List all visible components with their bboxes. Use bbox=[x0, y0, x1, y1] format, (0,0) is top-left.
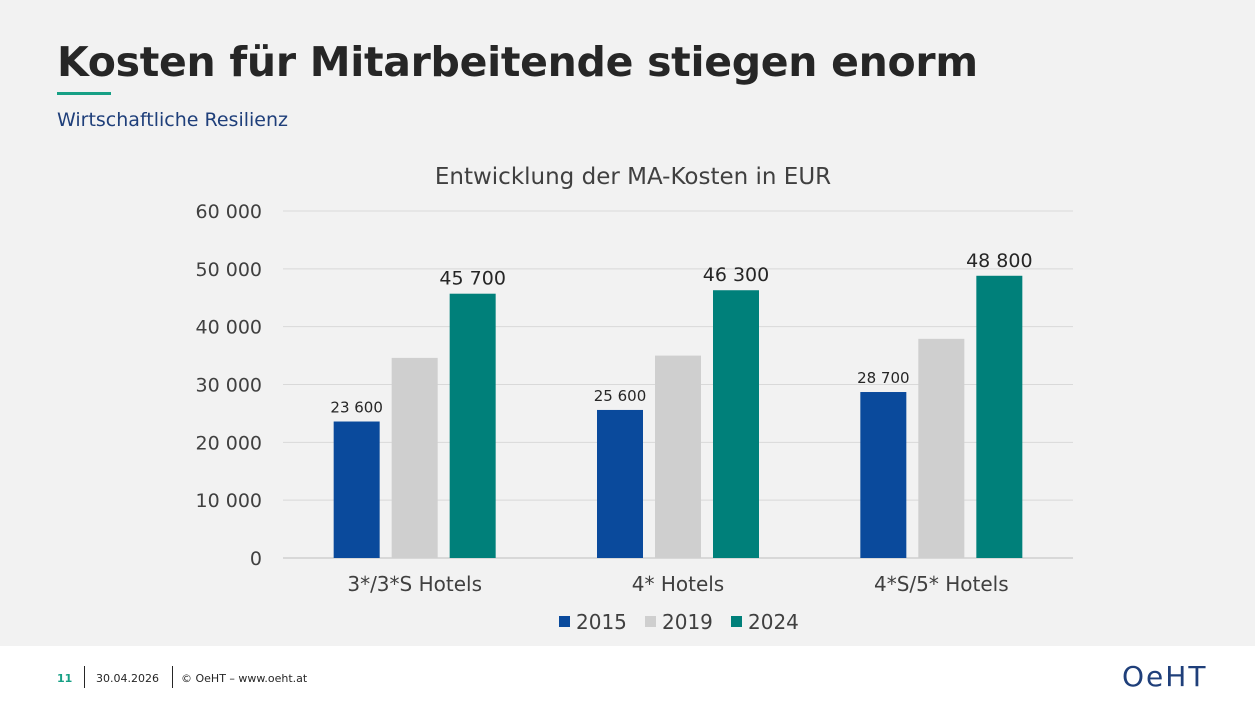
chart-title: Entwicklung der MA-Kosten in EUR bbox=[435, 164, 831, 190]
bar-2015 bbox=[333, 421, 380, 558]
bar-2015 bbox=[597, 409, 643, 558]
footer-separator bbox=[172, 666, 173, 688]
y-tick-label: 30 000 bbox=[196, 375, 262, 397]
slide-title: Kosten für Mitarbeitende stiegen enorm bbox=[57, 38, 978, 86]
y-tick-label: 0 bbox=[250, 548, 262, 570]
legend-swatch-2019 bbox=[645, 616, 656, 627]
data-label: 45 700 bbox=[439, 268, 505, 290]
bar-2024 bbox=[976, 275, 1023, 558]
y-tick-label: 10 000 bbox=[196, 490, 262, 512]
bar-2015 bbox=[860, 392, 907, 558]
y-tick-label: 20 000 bbox=[196, 432, 262, 454]
oeht-logo: OeHT bbox=[1122, 660, 1208, 693]
data-label: 23 600 bbox=[330, 399, 383, 417]
data-label: 25 600 bbox=[594, 387, 647, 405]
y-tick-label: 60 000 bbox=[196, 201, 262, 223]
footer: 11 30.04.2026 © OeHT – www.oeht.at OeHT bbox=[0, 646, 1255, 706]
data-label: 48 800 bbox=[966, 250, 1032, 272]
legend-swatch-2015 bbox=[559, 616, 570, 627]
legend-label: 2024 bbox=[748, 610, 799, 634]
footer-separator bbox=[84, 666, 85, 688]
x-category-label: 4* Hotels bbox=[632, 572, 724, 596]
bar-2024 bbox=[713, 290, 759, 558]
bar-2019 bbox=[918, 338, 965, 558]
y-tick-label: 50 000 bbox=[196, 259, 262, 281]
bar-2019 bbox=[391, 357, 438, 558]
bar-2024 bbox=[449, 293, 496, 558]
data-label: 46 300 bbox=[703, 264, 769, 286]
title-accent-line bbox=[57, 92, 111, 95]
cost-bar-chart: Entwicklung der MA-Kosten in EUR 0 10 000 2… bbox=[196, 164, 1073, 634]
legend-label: 2015 bbox=[576, 610, 627, 634]
footer-copyright: © OeHT – www.oeht.at bbox=[181, 672, 308, 685]
footer-date: 30.04.2026 bbox=[96, 672, 159, 685]
bar-2019 bbox=[655, 355, 701, 558]
legend-swatch-2024 bbox=[731, 616, 742, 627]
data-label: 28 700 bbox=[857, 369, 910, 387]
slide-subtitle: Wirtschaftliche Resilienz bbox=[57, 109, 288, 131]
legend-label: 2019 bbox=[662, 610, 713, 634]
x-category-label: 3*/3*S Hotels bbox=[347, 572, 482, 596]
x-category-label: 4*S/5* Hotels bbox=[874, 572, 1009, 596]
y-tick-label: 40 000 bbox=[196, 317, 262, 339]
page-number: 11 bbox=[57, 672, 73, 685]
